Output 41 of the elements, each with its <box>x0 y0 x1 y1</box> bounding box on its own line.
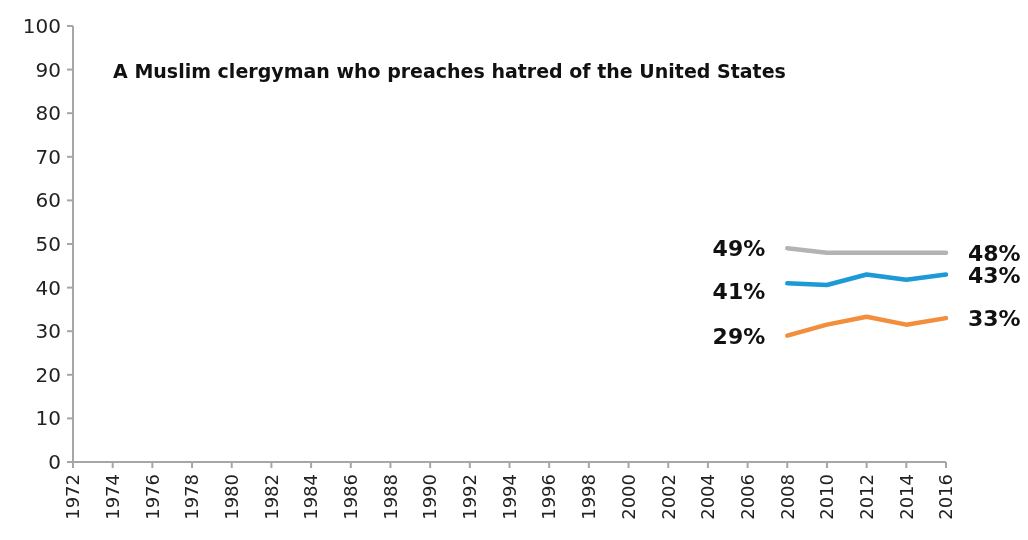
x-tick-label: 1990 <box>419 474 441 520</box>
data-label: 29% <box>712 323 766 349</box>
y-tick-label: 50 <box>35 232 61 256</box>
y-tick-label: 40 <box>35 275 61 300</box>
x-tick-label: 2006 <box>736 474 758 520</box>
data-label: 33% <box>968 306 1021 332</box>
x-tick-label: 1984 <box>300 474 322 520</box>
data-label: 41% <box>712 279 766 305</box>
text: A Muslim clergyman who preaches hatred of the United States <box>113 60 786 82</box>
x-tick-label: 2010 <box>816 474 838 520</box>
x-tick-label: 1980 <box>221 474 243 520</box>
y-tick-label: 90 <box>35 57 61 82</box>
x-tick-label: 2002 <box>657 474 679 520</box>
x-tick-label: 2008 <box>776 474 798 520</box>
x-tick-label: 1988 <box>379 474 401 520</box>
x-tick-label: 1972 <box>62 474 84 520</box>
x-tick-label: 1994 <box>498 474 520 520</box>
x-tick-label: 2012 <box>855 474 877 520</box>
x-tick-label: 1976 <box>141 474 163 520</box>
x-tick-label: 1982 <box>260 474 282 520</box>
data-label: 49% <box>712 236 766 262</box>
x-tick-label: 1998 <box>578 474 600 520</box>
x-tick-label: 2000 <box>617 474 639 520</box>
x-tick-label: 1974 <box>101 474 123 520</box>
y-tick-label: 10 <box>35 406 61 431</box>
x-tick-label: 1992 <box>459 474 481 520</box>
x-tick-label: 2014 <box>895 474 917 520</box>
x-tick-label: 1986 <box>340 474 362 520</box>
y-tick-label: 0 <box>48 450 61 474</box>
x-tick-label: 2016 <box>935 474 957 520</box>
line-series <box>785 314 949 338</box>
x-tick-label: 1978 <box>181 474 203 520</box>
x-tick-label: 2004 <box>697 474 719 520</box>
x-tick-label: 1996 <box>538 474 560 520</box>
line-series <box>785 272 949 288</box>
y-tick-label: 100 <box>22 14 61 38</box>
y-tick-label: 30 <box>35 319 61 344</box>
y-tick-label: 80 <box>35 101 61 126</box>
y-tick-label: 70 <box>35 144 61 169</box>
y-tick-label: 60 <box>35 188 61 213</box>
y-tick-label: 20 <box>35 362 61 387</box>
